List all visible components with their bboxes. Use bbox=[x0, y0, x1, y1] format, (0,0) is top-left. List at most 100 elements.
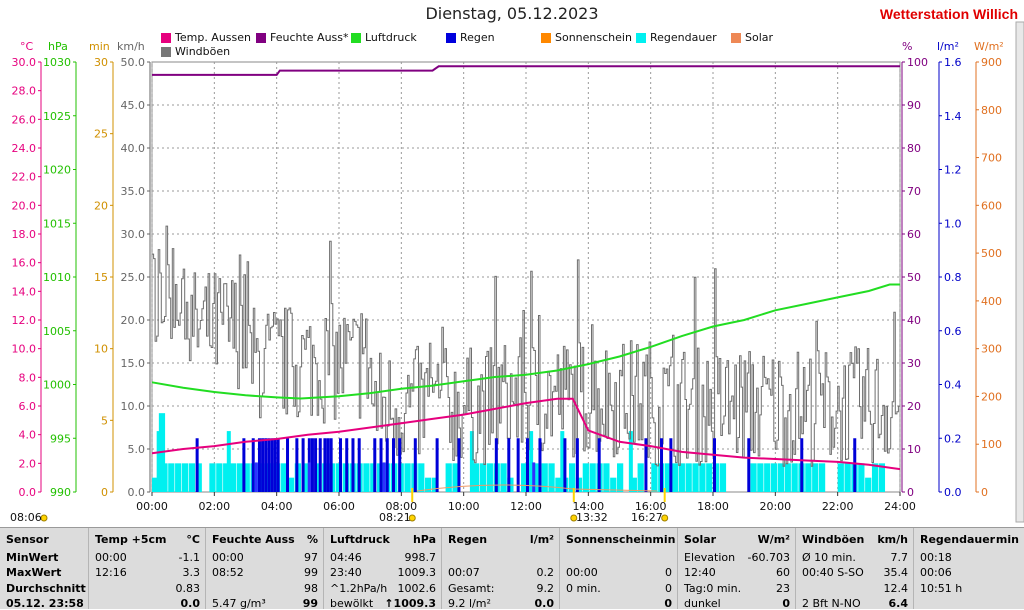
minutes-axis-tick-label: 0 bbox=[101, 486, 108, 499]
rain-duration-bar bbox=[671, 463, 679, 492]
station-name: Wetterstation Willich bbox=[879, 6, 1018, 22]
humidity-axis-tick-label: 70 bbox=[907, 185, 921, 198]
rain-duration-bar bbox=[315, 463, 322, 492]
rain-duration-bar bbox=[363, 463, 370, 492]
rain-bar bbox=[257, 438, 261, 492]
temp-axis-tick-label: 6.0 bbox=[19, 400, 37, 413]
rain-bar bbox=[644, 438, 648, 492]
wind-axis-tick-label: 20.0 bbox=[121, 314, 146, 327]
rain-duration-bar bbox=[699, 463, 706, 492]
rain-duration-bar bbox=[630, 477, 637, 492]
legend-rain-duration: Regendauer bbox=[636, 31, 717, 44]
humidity-column: Feuchte Auss% 00:00 97 08:52 99 98 5.47 g/… bbox=[205, 528, 324, 610]
humidity-time: 5.47 g/m³ bbox=[212, 597, 266, 610]
rain-duration-bar bbox=[651, 463, 658, 492]
humidity-value: 98 bbox=[304, 582, 318, 595]
x-tick-label: 04:00 bbox=[261, 500, 293, 513]
humidity-axis-tick-label: 20 bbox=[907, 400, 921, 413]
rain-duration-bar bbox=[223, 463, 230, 492]
rain-duration-bar bbox=[229, 463, 237, 492]
humidity-value: 99 bbox=[302, 597, 318, 610]
rain-duration-bar bbox=[452, 463, 459, 492]
solar-axis-tick-label: 900 bbox=[981, 56, 1002, 69]
rain-bar bbox=[270, 438, 274, 492]
pressure-axis-tick-label: 1020 bbox=[43, 164, 71, 177]
pressure-axis-tick-label: 1005 bbox=[43, 325, 71, 338]
rain-duration-bar bbox=[692, 463, 699, 492]
wind-header: Windböen bbox=[802, 533, 865, 546]
rain-duration-bar bbox=[784, 463, 791, 492]
rain-duration-bar bbox=[871, 463, 879, 492]
pressure-value: 998.7 bbox=[404, 551, 437, 564]
rain-duration-bar bbox=[541, 463, 548, 492]
rain-duration-bar bbox=[818, 463, 826, 492]
rain-bar bbox=[382, 462, 386, 492]
humidity-value: 97 bbox=[304, 551, 318, 564]
rain-bar bbox=[286, 438, 290, 492]
temp-axis-tick-label: 12.0 bbox=[12, 314, 37, 327]
rain-axis-tick-label: 1.4 bbox=[944, 110, 962, 123]
rain-value: 0.0 bbox=[534, 597, 555, 610]
pressure-value: 1009.3 bbox=[397, 566, 437, 579]
temp-axis-tick-label: 2.0 bbox=[19, 457, 37, 470]
x-tick-label: 00:00 bbox=[136, 500, 168, 513]
x-tick-label: 10:00 bbox=[448, 500, 480, 513]
rain-duration-bar bbox=[582, 463, 589, 492]
rain-duration-bar bbox=[844, 463, 851, 492]
rain-duration-bar bbox=[181, 463, 189, 492]
humidity-unit: % bbox=[306, 533, 318, 546]
wind-value: 7.7 bbox=[890, 551, 909, 564]
rain-duration-bar bbox=[713, 463, 720, 492]
rain-value: 9.2 bbox=[536, 582, 555, 595]
x-tick-label: 02:00 bbox=[198, 500, 230, 513]
temp-unit: °C bbox=[186, 533, 200, 546]
temp-axis-label: °C bbox=[20, 40, 34, 53]
rain-total-label: Gesamt: bbox=[448, 582, 495, 595]
minutes-axis-tick-label: 30 bbox=[94, 56, 108, 69]
rain-bar bbox=[345, 438, 349, 492]
rain-duration-bar bbox=[425, 477, 432, 492]
humidity-time: 08:52 bbox=[212, 566, 244, 579]
rain-duration-bar bbox=[617, 463, 624, 492]
rain-bar bbox=[853, 438, 857, 492]
rain-duration-bar bbox=[431, 477, 439, 492]
rain-duration-bar bbox=[500, 463, 507, 492]
rain-bar bbox=[357, 438, 361, 492]
rain-duration-header: Regendauer bbox=[920, 533, 996, 546]
solar-elevation-label: Elevation bbox=[684, 551, 736, 564]
wind-axis-tick-label: 15.0 bbox=[121, 357, 146, 370]
solar-axis-tick-label: 800 bbox=[981, 104, 1002, 117]
rain-bar bbox=[373, 438, 377, 492]
legend-swatch bbox=[161, 46, 171, 57]
rain-bar bbox=[314, 438, 318, 492]
rain-bar bbox=[323, 438, 327, 492]
rain-duration-bar bbox=[156, 431, 161, 492]
rain-axis-tick-label: 0.2 bbox=[944, 432, 962, 445]
rain-bar bbox=[329, 438, 333, 492]
rain-axis-tick-label: 0.0 bbox=[944, 486, 962, 499]
solar-value: 0 bbox=[782, 597, 790, 610]
rain-duration-bar bbox=[216, 463, 223, 492]
marker-sun-icon bbox=[570, 514, 578, 522]
scroll-strip bbox=[1015, 21, 1024, 523]
legend-sunshine: Sonnenschein bbox=[541, 31, 632, 44]
rain-duration-bar bbox=[404, 463, 411, 492]
humidity-axis-tick-label: 60 bbox=[907, 228, 921, 241]
rain-axis-tick-label: 0.8 bbox=[944, 271, 962, 284]
rain-bar bbox=[660, 438, 664, 492]
wind-column: Windböen km/h Ø 10 min. 7.7 00:40 S-SO 35.4… bbox=[795, 528, 914, 610]
rain-bar bbox=[575, 438, 579, 492]
marker-0821-label: 08:21 bbox=[379, 511, 411, 524]
sunshine-unit: min bbox=[652, 533, 676, 546]
rain-duration-bar bbox=[236, 463, 244, 492]
pressure-trend: ^1.2hPa/h bbox=[330, 582, 388, 595]
stats-panel: Sensor MinWert MaxWert Durchschnitt 05.1… bbox=[0, 527, 1024, 610]
sunshine-value: 0 bbox=[664, 597, 672, 610]
pressure-time: 23:40 bbox=[330, 566, 362, 579]
minutes-axis-tick-label: 15 bbox=[94, 271, 108, 284]
rain-duration-bar bbox=[706, 463, 713, 492]
humidity-axis-tick-label: 50 bbox=[907, 271, 921, 284]
legend-temp: Temp. Aussen bbox=[161, 31, 251, 44]
pressure-forecast: bewölkt bbox=[330, 597, 374, 610]
solar-value: -60.703 bbox=[747, 551, 790, 564]
